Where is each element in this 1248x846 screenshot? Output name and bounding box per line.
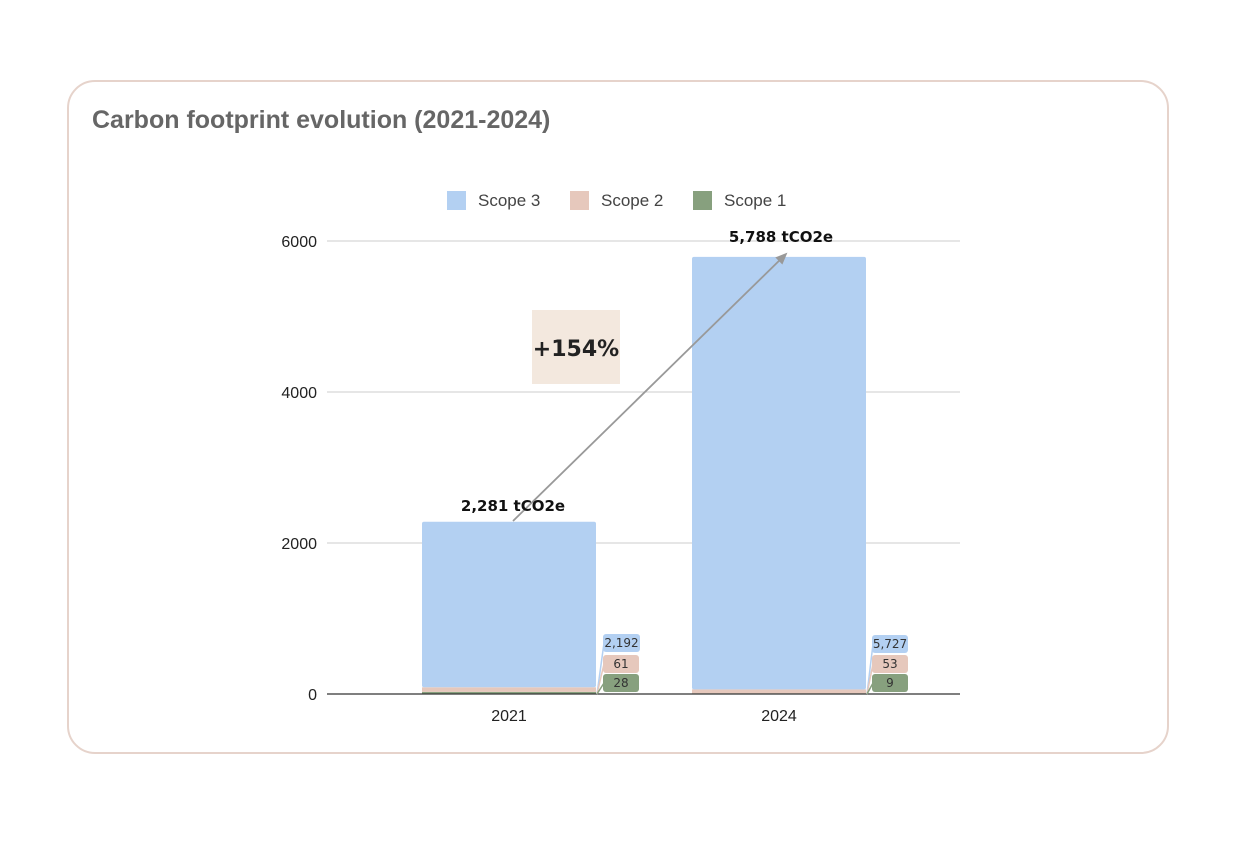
value-tag xyxy=(872,674,908,692)
change-label: +154% xyxy=(533,337,619,362)
value-tag xyxy=(872,655,908,673)
data-label: 5,727 xyxy=(873,637,907,651)
data-label: 61 xyxy=(613,657,628,671)
x-tick-label: 2021 xyxy=(491,708,527,725)
total-label-2024: 5,788 tCO2e xyxy=(729,228,833,246)
value-tag xyxy=(603,674,639,692)
trend-arrow xyxy=(512,252,788,522)
value-tag xyxy=(603,634,640,652)
data-label: 9 xyxy=(886,676,894,690)
data-label: 28 xyxy=(613,676,628,690)
tag-leader-line xyxy=(596,663,605,695)
bar-scope-2-2024 xyxy=(692,689,866,694)
tag-leader-line xyxy=(596,682,605,695)
y-tick-label: 4000 xyxy=(281,385,317,402)
legend-label-scope-1: Scope 1 xyxy=(724,191,786,210)
legend-label-scope-3: Scope 3 xyxy=(478,191,540,210)
bar-scope-1-2021 xyxy=(422,691,596,694)
chart-title: Carbon footprint evolution (2021-2024) xyxy=(92,106,551,134)
bar-scope-3-2021 xyxy=(422,521,596,688)
y-tick-label: 6000 xyxy=(281,234,317,251)
data-label: 2,192 xyxy=(604,636,638,650)
value-tag xyxy=(872,635,908,653)
x-tick-label: 2024 xyxy=(761,708,797,725)
legend-swatch-scope-2 xyxy=(570,191,589,210)
legend-swatch-scope-1 xyxy=(693,191,712,210)
bar-scope-3-2024 xyxy=(692,256,866,690)
y-tick-label: 2000 xyxy=(281,536,317,553)
total-label-2021: 2,281 tCO2e xyxy=(461,497,565,515)
legend-swatch-scope-3 xyxy=(447,191,466,210)
value-tag xyxy=(603,655,639,673)
change-badge xyxy=(532,310,620,384)
data-label: 53 xyxy=(882,657,897,671)
bar-scope-2-2021 xyxy=(422,687,596,692)
y-tick-label: 0 xyxy=(308,687,317,704)
tag-leader-line xyxy=(596,642,605,695)
legend-label-scope-2: Scope 2 xyxy=(601,191,663,210)
